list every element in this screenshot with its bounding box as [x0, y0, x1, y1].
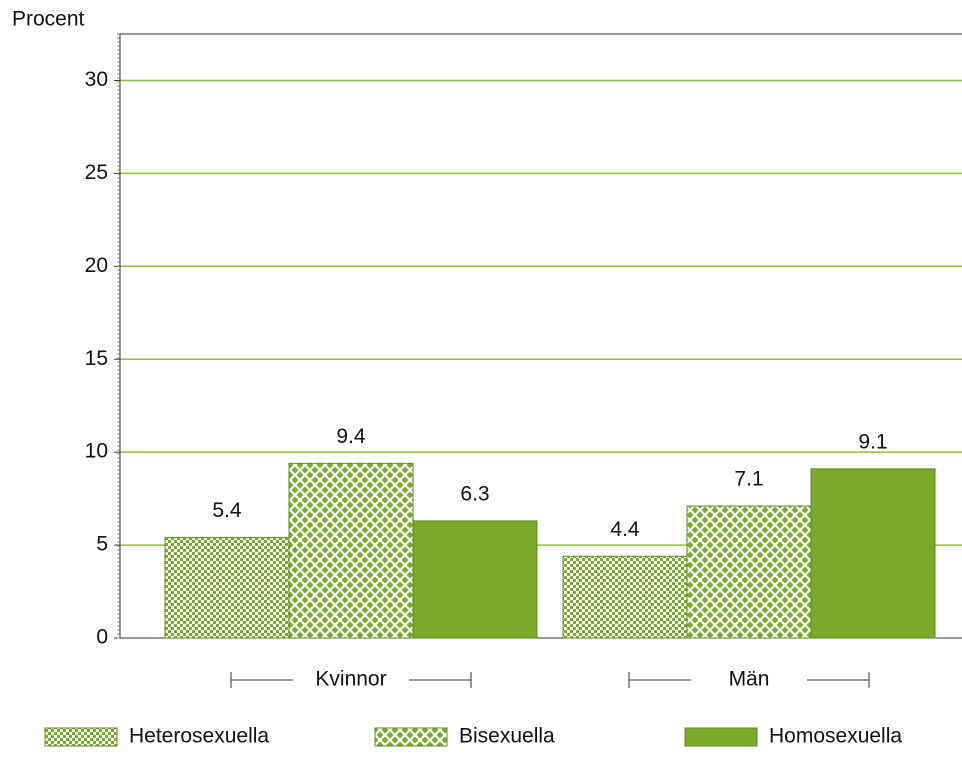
value-label: 6.3 — [460, 482, 489, 505]
bar — [810, 468, 936, 639]
legend-swatch — [684, 727, 758, 747]
x-tick-label: Kvinnor — [315, 668, 386, 691]
y-tick-label: 15 — [85, 347, 108, 370]
value-label: 9.4 — [336, 425, 366, 448]
y-axis-label: Procent — [12, 8, 85, 31]
value-label: 7.1 — [734, 468, 763, 491]
bar — [412, 520, 538, 639]
y-tick-label: 0 — [96, 626, 108, 649]
x-tick-label: Män — [729, 668, 770, 691]
y-tick-label: 20 — [85, 254, 108, 277]
bar — [562, 555, 688, 639]
value-label: 9.1 — [858, 430, 887, 453]
legend-label: Bisexuella — [459, 725, 555, 748]
bar — [164, 537, 290, 639]
value-label: 5.4 — [212, 499, 242, 522]
legend-label: Heterosexuella — [129, 725, 269, 748]
legend-swatch — [44, 727, 118, 747]
legend-swatch — [374, 727, 448, 747]
value-label: 4.4 — [610, 518, 640, 541]
bar — [288, 462, 414, 639]
y-tick-label: 10 — [85, 440, 108, 463]
y-tick-label: 5 — [96, 533, 108, 556]
y-tick-label: 25 — [85, 161, 108, 184]
y-tick-label: 30 — [85, 68, 108, 91]
bar — [686, 505, 812, 639]
legend-label: Homosexuella — [769, 725, 902, 748]
